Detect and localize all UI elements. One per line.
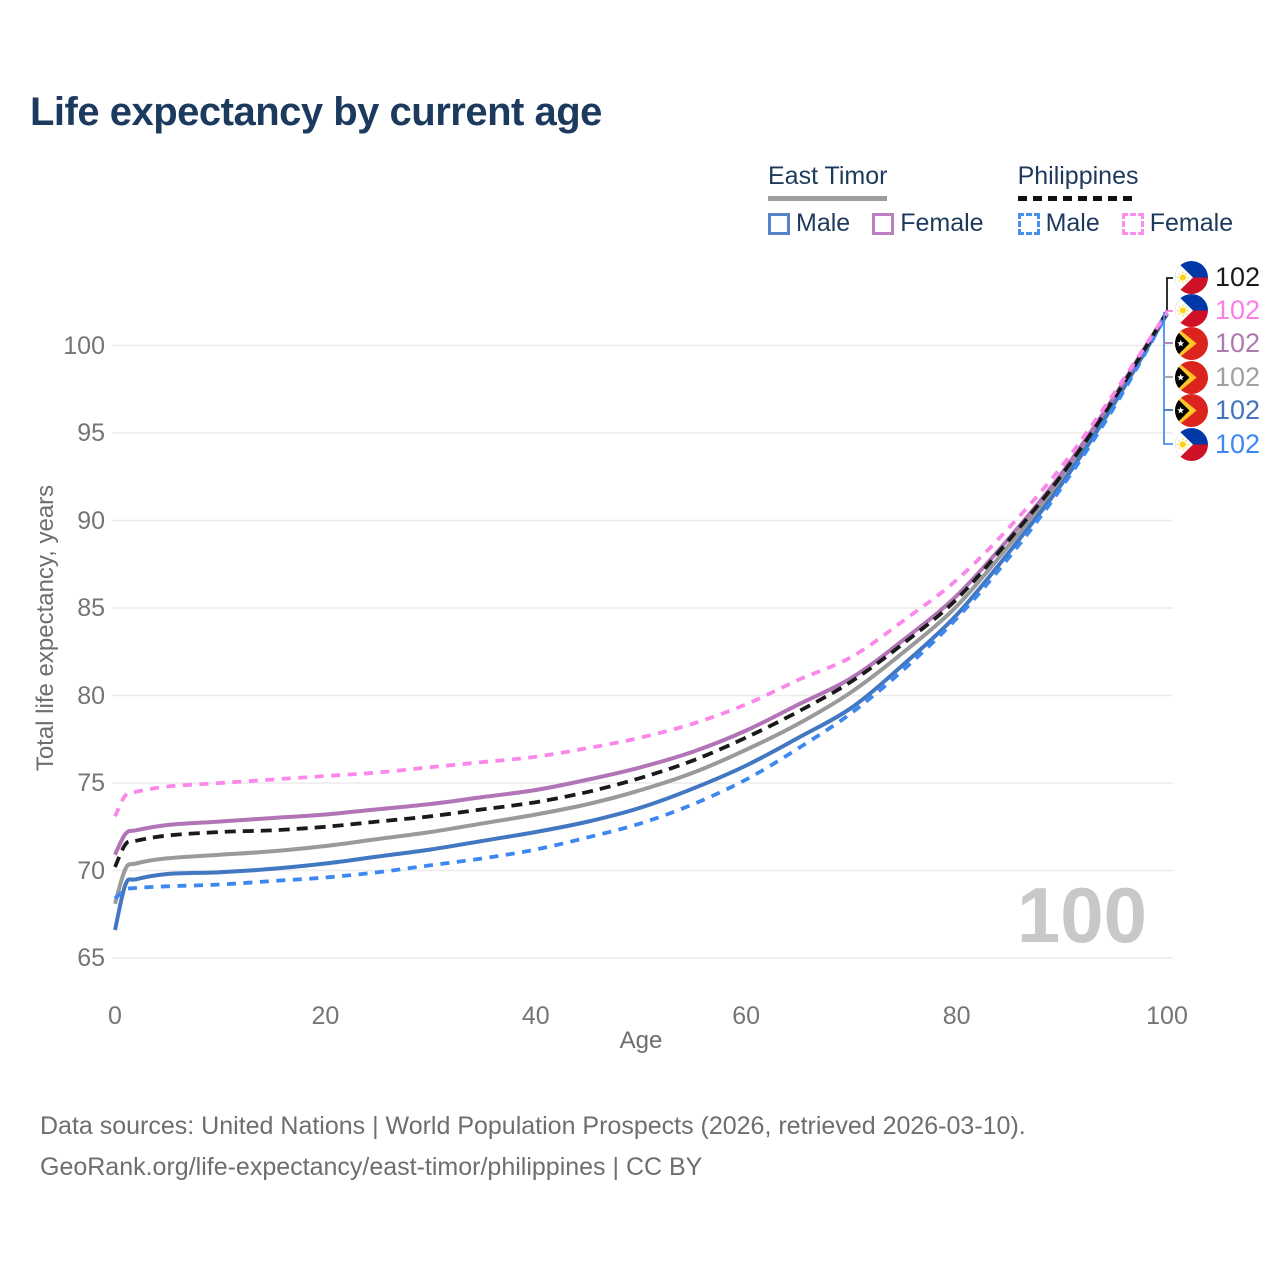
footer: Data sources: United Nations | World Pop…	[40, 1106, 1026, 1188]
y-tick-70: 70	[77, 856, 105, 885]
y-tick-100: 100	[63, 331, 105, 360]
end-value-label: 102	[1215, 327, 1261, 358]
end-label-row-2: 102	[1175, 326, 1260, 360]
x-tick-20: 20	[311, 1002, 340, 1030]
x-tick-80: 80	[942, 1002, 971, 1030]
philippines-flag-icon	[1175, 427, 1208, 461]
east-timor-flag-icon	[1175, 393, 1208, 427]
footer-sources-line: Data sources: United Nations | World Pop…	[40, 1112, 1026, 1140]
series-line-et-male	[113, 312, 1169, 931]
end-label-row-1: 102	[1175, 293, 1260, 327]
legend-item-label: Female	[1149, 209, 1234, 237]
legend-group-underline	[768, 196, 888, 201]
legend-checkbox[interactable]	[768, 212, 790, 235]
end-label-row-3: 102	[1175, 360, 1260, 394]
x-tick-100: 100	[1146, 1002, 1188, 1030]
x-tick-40: 40	[521, 1002, 550, 1030]
y-tick-85: 85	[77, 594, 105, 622]
series-line-ph-all	[113, 311, 1169, 868]
chart-title: Life expectancy by current age	[30, 90, 602, 134]
series-line-et-female	[113, 311, 1169, 856]
philippines-flag-icon	[1175, 260, 1208, 294]
east-timor-flag-icon	[1175, 326, 1208, 360]
y-tick-90: 90	[77, 506, 105, 535]
y-tick-65: 65	[77, 944, 105, 972]
x-tick-0: 0	[108, 1002, 122, 1030]
legend-item-philippines-female[interactable]: Female	[1121, 209, 1234, 238]
y-tick-95: 95	[77, 419, 105, 447]
legend-item-label: Male	[796, 209, 851, 237]
legend-group-title: Philippines	[1017, 162, 1139, 190]
legend-checkbox[interactable]	[1017, 212, 1040, 235]
legend: East Timor Male Female Philippines Male Femal…	[768, 162, 1233, 238]
y-tick-75: 75	[77, 769, 105, 797]
legend-item-east-timor-female[interactable]: Female	[872, 209, 984, 238]
legend-group-east-timor: East Timor Male Female	[768, 162, 984, 238]
legend-item-label: Female	[900, 209, 984, 237]
end-label-leader-2	[1163, 312, 1173, 445]
east-timor-flag-icon	[1175, 360, 1208, 394]
legend-checkbox[interactable]	[1121, 212, 1144, 235]
end-value-label: 102	[1215, 294, 1261, 325]
footer-url-line: GeoRank.org/life-expectancy/east-timor/p…	[40, 1153, 703, 1181]
philippines-flag-icon	[1175, 293, 1208, 327]
age-watermark: 100	[1016, 871, 1147, 959]
end-value-label: 102	[1215, 394, 1261, 425]
end-label-row-5: 102	[1175, 427, 1260, 461]
y-tick-80: 80	[77, 681, 105, 710]
x-axis-title: Age	[619, 1027, 663, 1054]
series-line-ph-female	[113, 311, 1169, 818]
series-line-et-all	[113, 312, 1169, 905]
end-value-label: 102	[1215, 261, 1261, 292]
series-line-ph-male	[113, 313, 1169, 900]
legend-checkbox[interactable]	[872, 212, 895, 235]
end-label-row-0: 102	[1175, 260, 1260, 294]
legend-item-label: Male	[1045, 209, 1100, 237]
end-label-leader-0	[1166, 277, 1173, 311]
legend-group-title: East Timor	[768, 162, 888, 190]
end-label-row-4: 102	[1175, 393, 1260, 427]
legend-item-east-timor-male[interactable]: Male	[768, 209, 850, 238]
end-value-label: 102	[1215, 361, 1261, 392]
end-value-label: 102	[1215, 428, 1261, 459]
legend-group-underline	[1017, 196, 1139, 201]
y-axis-title: Total life expectancy, years	[32, 484, 59, 772]
legend-group-philippines: Philippines Male Female	[1017, 162, 1234, 238]
legend-item-philippines-male[interactable]: Male	[1017, 209, 1100, 238]
x-tick-60: 60	[732, 1002, 761, 1030]
